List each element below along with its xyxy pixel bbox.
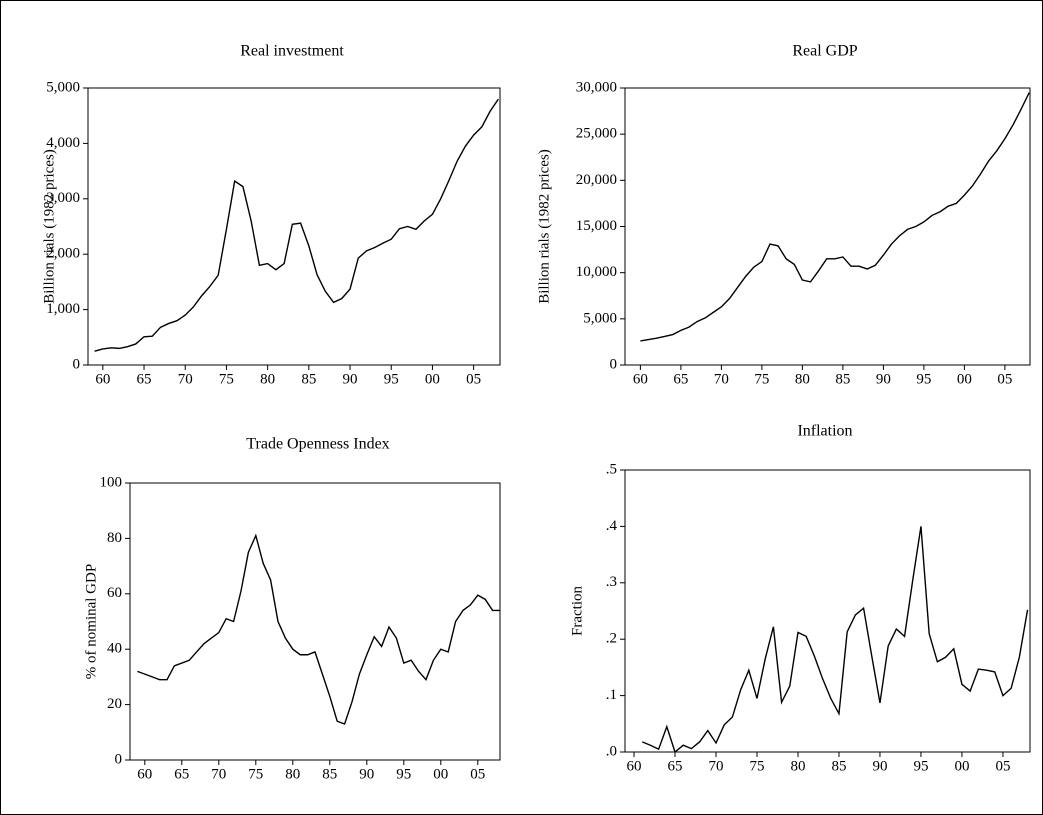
x-tick-label: 95 xyxy=(916,371,931,387)
x-tick-label: 75 xyxy=(754,371,769,387)
y-axis-label: Fraction xyxy=(569,586,585,636)
y-tick-label: 2,000 xyxy=(46,246,80,262)
x-tick-label: 80 xyxy=(260,371,275,387)
y-axis-label: Billion rials (1982 prices) xyxy=(536,149,552,304)
x-tick-label: 70 xyxy=(714,371,729,387)
x-tick-label: 90 xyxy=(876,371,891,387)
x-tick-label: 85 xyxy=(301,371,316,387)
x-tick-label: 80 xyxy=(285,766,300,782)
x-tick-label: 90 xyxy=(872,758,887,774)
y-tick-label: 10,000 xyxy=(576,264,617,280)
data-line xyxy=(641,526,1029,754)
y-tick-label: 0 xyxy=(610,356,618,372)
y-tick-label: 4,000 xyxy=(46,135,80,151)
x-tick-label: 65 xyxy=(668,758,683,774)
x-tick-label: 00 xyxy=(433,766,448,782)
data-line xyxy=(137,533,500,725)
y-tick-label: .5 xyxy=(606,461,617,477)
x-tick-label: 70 xyxy=(178,371,193,387)
y-tick-label: 0 xyxy=(73,356,81,372)
x-tick-label: 05 xyxy=(470,766,485,782)
y-tick-label: 3,000 xyxy=(46,190,80,206)
y-axis-label: % of nominal GDP xyxy=(83,564,99,679)
y-tick-label: 15,000 xyxy=(576,218,617,234)
x-tick-label: 95 xyxy=(384,371,399,387)
chart-title: Real investment xyxy=(240,43,344,60)
x-tick-label: 80 xyxy=(795,371,810,387)
x-tick-label: 70 xyxy=(709,758,724,774)
chart-title: Real GDP xyxy=(792,43,857,60)
x-tick-label: 65 xyxy=(137,371,152,387)
y-tick-label: 0 xyxy=(115,751,123,767)
y-tick-label: 40 xyxy=(107,641,122,657)
x-tick-label: 65 xyxy=(174,766,189,782)
data-line xyxy=(94,98,499,352)
x-tick-label: 75 xyxy=(749,758,764,774)
x-tick-label: 60 xyxy=(95,371,110,387)
x-tick-label: 80 xyxy=(790,758,805,774)
y-tick-label: 5,000 xyxy=(46,79,80,95)
x-tick-label: 95 xyxy=(913,758,928,774)
y-tick-label: 100 xyxy=(100,474,123,490)
x-tick-label: 85 xyxy=(831,758,846,774)
x-tick-label: 85 xyxy=(322,766,337,782)
y-tick-label: 1,000 xyxy=(46,301,80,317)
plot-area xyxy=(87,87,501,366)
plot-area xyxy=(624,469,1031,753)
x-tick-label: 05 xyxy=(995,758,1010,774)
x-tick-label: 00 xyxy=(957,371,972,387)
y-tick-label: 20 xyxy=(107,696,122,712)
x-tick-label: 90 xyxy=(343,371,358,387)
x-tick-label: 75 xyxy=(219,371,234,387)
x-tick-label: 00 xyxy=(954,758,969,774)
y-tick-label: .4 xyxy=(606,518,618,534)
y-tick-label: 5,000 xyxy=(583,310,617,326)
y-tick-label: .0 xyxy=(606,743,617,759)
data-line xyxy=(640,92,1030,342)
x-tick-label: 95 xyxy=(396,766,411,782)
x-tick-label: 65 xyxy=(673,371,688,387)
plot-area xyxy=(129,482,501,761)
y-tick-label: 30,000 xyxy=(576,79,617,95)
x-tick-label: 90 xyxy=(359,766,374,782)
x-tick-label: 00 xyxy=(425,371,440,387)
x-tick-label: 70 xyxy=(211,766,226,782)
chart-title: Inflation xyxy=(797,423,852,440)
x-tick-label: 05 xyxy=(997,371,1012,387)
y-tick-label: 25,000 xyxy=(576,126,617,142)
y-tick-label: .1 xyxy=(606,687,617,703)
y-axis-label: Billion rials (1982 prices) xyxy=(41,149,57,304)
y-tick-label: 60 xyxy=(107,585,122,601)
x-tick-label: 60 xyxy=(137,766,152,782)
x-tick-label: 85 xyxy=(835,371,850,387)
chart-title: Trade Openness Index xyxy=(246,436,389,453)
y-tick-label: 80 xyxy=(107,530,122,546)
y-tick-label: .2 xyxy=(606,631,617,647)
x-tick-label: 60 xyxy=(627,758,642,774)
x-tick-label: 60 xyxy=(633,371,648,387)
x-tick-label: 05 xyxy=(466,371,481,387)
y-tick-label: 20,000 xyxy=(576,172,617,188)
y-tick-label: .3 xyxy=(606,574,617,590)
x-tick-label: 75 xyxy=(248,766,263,782)
